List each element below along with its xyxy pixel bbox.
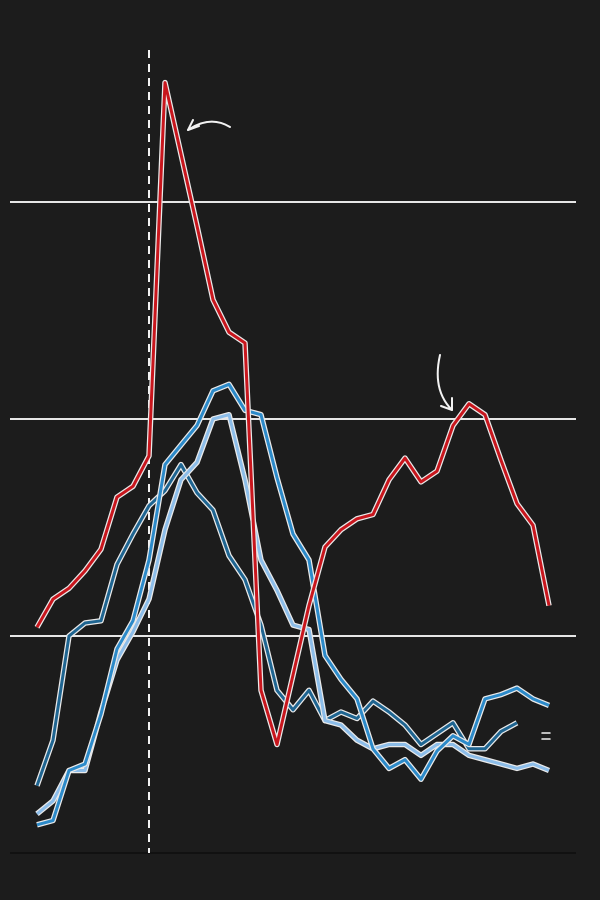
line (35, 463, 518, 787)
grid (10, 50, 576, 854)
marker (541, 732, 551, 740)
line (36, 413, 550, 816)
arrow-head (440, 397, 453, 411)
arrow (436, 354, 453, 411)
lines (34, 79, 552, 828)
line (36, 382, 550, 827)
annotations (187, 119, 551, 740)
line (35, 81, 551, 746)
arrow-head (187, 119, 200, 131)
